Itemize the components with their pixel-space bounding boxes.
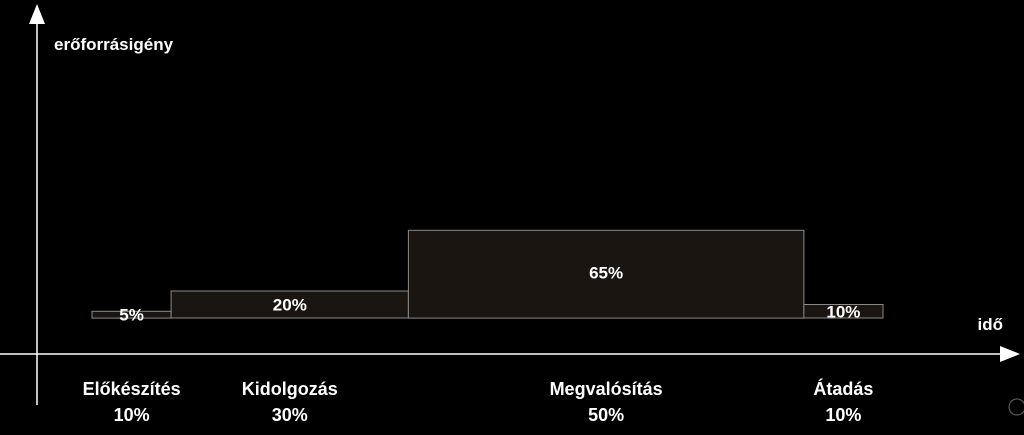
- bars: [91, 229, 884, 319]
- axes: erőforrásigény idő: [0, 4, 1020, 405]
- category-labels: Előkészítés 10% Kidolgozás 30% Megvalósítás 5…: [83, 378, 874, 425]
- x-axis-arrow: [1000, 346, 1020, 362]
- corner-circle-mark: [1008, 398, 1024, 416]
- bar-megvalositas: [407, 229, 805, 319]
- x-axis-label: idő: [978, 315, 1004, 334]
- bar-value-labels: 5% 20% 65% 10%: [119, 263, 860, 324]
- category-label-elokeszites: Előkészítés: [83, 379, 181, 399]
- category-label-kidolgozas: Kidolgozás: [242, 379, 338, 399]
- y-axis-arrow: [29, 4, 45, 24]
- bar-value-label-kidolgozas: 20%: [273, 296, 307, 315]
- category-label-megvalositas: Megvalósítás: [550, 379, 663, 399]
- time-share-label-megvalositas: 50%: [588, 405, 624, 425]
- y-axis-label: erőforrásigény: [54, 35, 174, 54]
- time-share-label-kidolgozas: 30%: [272, 405, 308, 425]
- bar-atadas: [803, 304, 884, 319]
- bar-value-label-elokeszites: 5%: [119, 306, 144, 325]
- bar-kidolgozas: [170, 290, 409, 319]
- category-label-atadas: Átadás: [813, 378, 873, 399]
- time-share-label-atadas: 10%: [825, 405, 861, 425]
- bar-value-label-megvalositas: 65%: [589, 263, 623, 282]
- bar-value-label-atadas: 10%: [826, 302, 860, 321]
- time-share-label-elokeszites: 10%: [114, 405, 150, 425]
